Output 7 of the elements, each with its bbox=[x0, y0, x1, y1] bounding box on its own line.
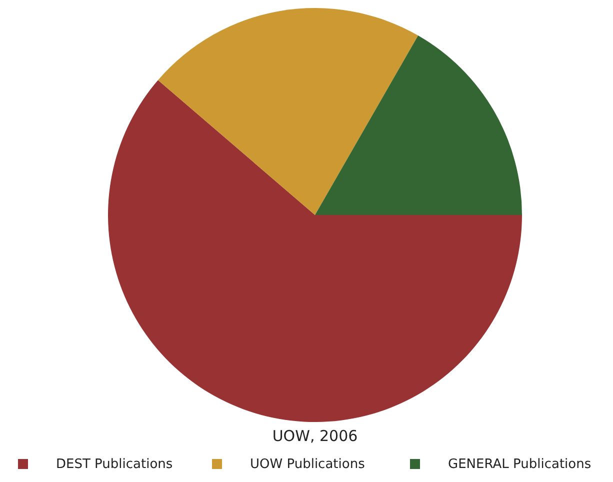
pie-slice bbox=[108, 80, 522, 422]
legend-label: GENERAL Publications bbox=[448, 457, 592, 472]
pie-slice bbox=[158, 8, 418, 215]
legend-label: UOW Publications bbox=[250, 457, 366, 472]
text: UOW, 2006 bbox=[272, 427, 358, 445]
legend-label: DEST Publications bbox=[56, 457, 173, 472]
pie-slice bbox=[315, 36, 522, 215]
